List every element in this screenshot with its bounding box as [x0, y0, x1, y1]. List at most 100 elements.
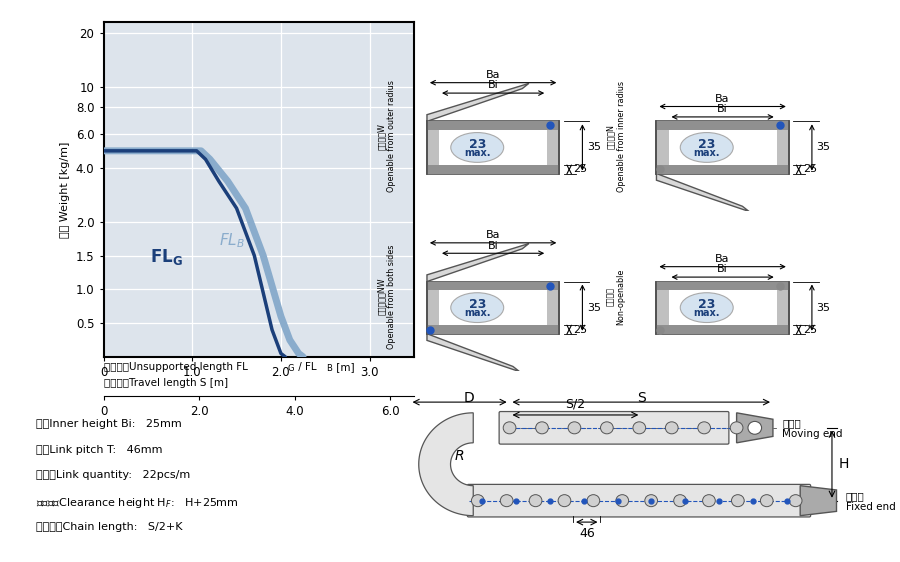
Circle shape	[536, 422, 548, 434]
Bar	[427, 325, 559, 334]
Text: 固定端: 固定端	[846, 491, 864, 501]
Circle shape	[760, 495, 773, 507]
Text: 内外侧打开NW
Openable from both sides: 内外侧打开NW Openable from both sides	[376, 244, 396, 348]
Text: 25: 25	[573, 165, 588, 174]
Text: 23: 23	[469, 298, 486, 311]
Circle shape	[644, 495, 658, 507]
Polygon shape	[427, 83, 529, 121]
Bar	[656, 282, 788, 290]
Text: 25: 25	[803, 165, 817, 174]
Text: $\mathbf{FL_G}$: $\mathbf{FL_G}$	[149, 247, 183, 268]
Circle shape	[587, 495, 599, 507]
Text: [m]: [m]	[333, 362, 355, 373]
Text: $FL_B$: $FL_B$	[219, 232, 245, 250]
Text: 节距Link pitch T:   46mm: 节距Link pitch T: 46mm	[36, 445, 163, 455]
Circle shape	[472, 495, 484, 507]
Text: S: S	[637, 391, 645, 405]
Circle shape	[600, 422, 613, 434]
Circle shape	[789, 495, 802, 507]
Bar	[427, 282, 559, 334]
Text: Bi: Bi	[717, 264, 728, 274]
Text: S/2: S/2	[565, 398, 586, 411]
FancyBboxPatch shape	[467, 484, 811, 517]
Text: Moving end: Moving end	[782, 429, 842, 439]
Text: 拖链长度Chain length:   S/2+K: 拖链长度Chain length: S/2+K	[36, 522, 183, 532]
Text: 行程长度Travel length S [m]: 行程长度Travel length S [m]	[104, 378, 228, 388]
Text: 移动端: 移动端	[782, 419, 801, 429]
Circle shape	[665, 422, 678, 434]
Circle shape	[529, 495, 542, 507]
Text: max.: max.	[694, 148, 720, 158]
Polygon shape	[427, 334, 519, 371]
Text: H: H	[839, 457, 850, 472]
Circle shape	[633, 422, 645, 434]
Text: 不可打开
Non-openable: 不可打开 Non-openable	[606, 268, 626, 325]
Bar	[656, 121, 788, 174]
Text: Ba: Ba	[486, 70, 500, 80]
Bar	[669, 130, 777, 165]
FancyBboxPatch shape	[500, 411, 729, 444]
Bar	[427, 282, 559, 290]
Circle shape	[558, 495, 571, 507]
Circle shape	[674, 495, 687, 507]
Bar	[656, 325, 788, 334]
Text: B: B	[326, 364, 332, 373]
Circle shape	[730, 422, 743, 434]
Bar	[427, 121, 559, 174]
Ellipse shape	[680, 293, 733, 323]
Bar	[656, 121, 788, 130]
Text: Bi: Bi	[488, 241, 499, 251]
Text: Bi: Bi	[717, 104, 728, 114]
Text: / FL: / FL	[295, 362, 317, 373]
Bar	[656, 282, 788, 334]
Circle shape	[503, 422, 516, 434]
Bar	[656, 165, 788, 174]
Text: 23: 23	[698, 298, 716, 311]
Circle shape	[698, 422, 710, 434]
Text: Bi: Bi	[488, 80, 499, 90]
Text: Ba: Ba	[486, 230, 500, 240]
Text: max.: max.	[464, 148, 491, 158]
Polygon shape	[800, 486, 836, 516]
Text: 35: 35	[816, 302, 831, 312]
Text: 链节数Link quantity:   22pcs/m: 链节数Link quantity: 22pcs/m	[36, 470, 190, 481]
Ellipse shape	[451, 293, 504, 323]
Text: max.: max.	[464, 309, 491, 318]
Text: 25: 25	[573, 325, 588, 334]
Polygon shape	[427, 243, 529, 282]
Ellipse shape	[451, 133, 504, 162]
Text: max.: max.	[694, 309, 720, 318]
Y-axis label: 负载 Weight [kg/m]: 负载 Weight [kg/m]	[60, 142, 70, 238]
Text: 35: 35	[816, 142, 831, 152]
Bar	[439, 130, 547, 165]
Bar	[439, 290, 547, 325]
Text: Ba: Ba	[716, 94, 730, 104]
Circle shape	[703, 495, 716, 507]
Text: 25: 25	[803, 325, 817, 334]
Polygon shape	[418, 413, 473, 516]
Text: 安装高度Clearance height H$_F$:   H+25mm: 安装高度Clearance height H$_F$: H+25mm	[36, 496, 238, 510]
Bar	[669, 290, 777, 325]
Text: 内高Inner height Bi:   25mm: 内高Inner height Bi: 25mm	[36, 419, 182, 429]
Text: 内侧打开N
Openable from inner radius: 内侧打开N Openable from inner radius	[606, 81, 626, 192]
Text: G: G	[288, 364, 294, 373]
Text: R: R	[454, 448, 464, 463]
Text: 架空长度Unsupported length FL: 架空长度Unsupported length FL	[104, 362, 248, 373]
Circle shape	[616, 495, 628, 507]
Bar	[427, 165, 559, 174]
Text: D: D	[464, 391, 474, 405]
Polygon shape	[656, 174, 749, 211]
Polygon shape	[736, 413, 773, 443]
Circle shape	[732, 495, 744, 507]
Bar	[427, 121, 559, 130]
Text: Ba: Ba	[716, 254, 730, 264]
Text: 23: 23	[469, 138, 486, 151]
Text: 35: 35	[587, 142, 601, 152]
Text: 23: 23	[698, 138, 716, 151]
Circle shape	[748, 422, 761, 434]
Text: 46: 46	[579, 527, 595, 540]
Circle shape	[568, 422, 580, 434]
Text: 外侧打开W
Openable from outer radius: 外侧打开W Openable from outer radius	[376, 80, 396, 192]
Text: Fixed end: Fixed end	[846, 502, 896, 512]
Circle shape	[500, 495, 513, 507]
